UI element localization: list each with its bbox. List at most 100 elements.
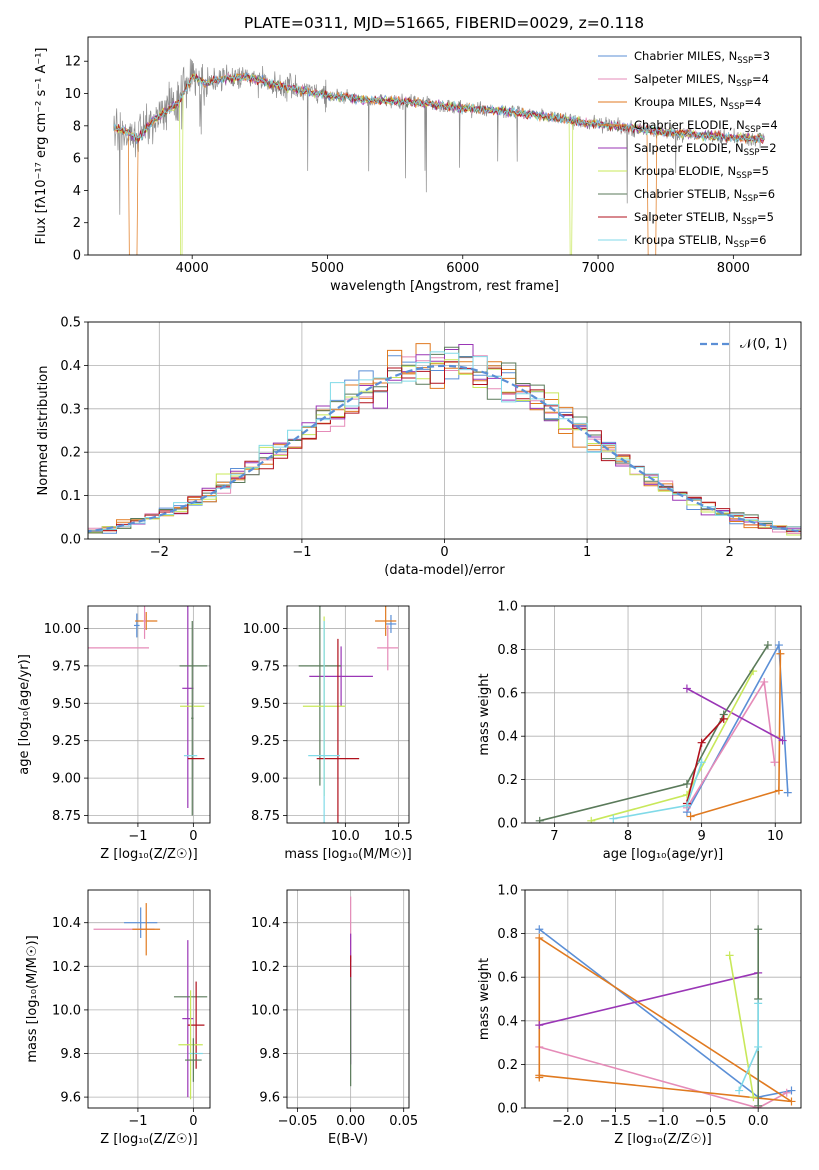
legend-subscript: SSP xyxy=(744,148,760,158)
legend-value: =4 xyxy=(752,72,769,86)
mass-weight-point xyxy=(774,641,783,650)
y-tick-label: 10.0 xyxy=(52,1003,81,1018)
mass-weight-point xyxy=(735,1086,744,1095)
x-tick-label: 1 xyxy=(583,545,591,560)
x-tick-label: 2 xyxy=(726,545,734,560)
x-tick-label: 7 xyxy=(550,829,558,844)
y-tick-label: 9.25 xyxy=(251,734,280,749)
spectrum-lines xyxy=(113,58,765,255)
y-tick-label: 0.4 xyxy=(497,730,518,745)
mass-weight-line xyxy=(538,936,792,1103)
x-tick-label: 6000 xyxy=(446,261,479,276)
y-tick-label: 9.6 xyxy=(259,1091,280,1106)
y-tick-label: 0.0 xyxy=(497,1102,518,1117)
legend-label: Chabrier MILES, NSSP=3 xyxy=(634,49,770,66)
legend-subscript: SSP xyxy=(729,102,745,112)
mass-weight-line xyxy=(728,955,755,1098)
mass-vs-ebv-panel: −0.05 0.00 0.05 9.6 9.8 10.0 10.2 10.4 E(B-V) xyxy=(251,889,418,1147)
legend-label: Salpeter MILES, NSSP=4 xyxy=(634,72,769,89)
mass-weight-point xyxy=(776,649,785,658)
mass-weight-point xyxy=(697,758,706,767)
error-bars xyxy=(298,606,399,823)
mass-weight-vs-age-panel: 7 8 9 10 0.0 0.2 0.4 0.6 0.8 1.0 age [log₁₀(age/yr… xyxy=(477,600,802,862)
x-axis-label: (data-model)/error xyxy=(384,563,505,578)
model-spectrum-line xyxy=(113,73,765,145)
axes-frame xyxy=(87,36,802,256)
mass-weight-point xyxy=(754,999,763,1008)
y-axis-label: mass [log₁₀(M/M☉)] xyxy=(25,935,40,1062)
y-tick-label: 8.75 xyxy=(52,809,81,824)
legend-subscript: SSP xyxy=(742,194,758,204)
x-tick-label: −0.5 xyxy=(695,1114,727,1129)
mass-weight-point xyxy=(770,758,779,767)
mass-weight-point xyxy=(725,951,734,960)
mass-weight-point xyxy=(749,1093,758,1102)
legend-label: Salpeter STELIB, NSSP=5 xyxy=(634,210,774,227)
mass-weight-line xyxy=(539,644,769,822)
error-bars xyxy=(88,606,208,816)
y-tick-label: 0 xyxy=(73,249,81,264)
y-tick-label: 0.3 xyxy=(60,402,81,417)
legend-subscript: SSP xyxy=(736,171,752,181)
mass-weight-point xyxy=(587,816,596,823)
legend-label: Chabrier STELIB, NSSP=6 xyxy=(634,187,775,204)
y-tick-label: 0.6 xyxy=(497,971,518,986)
x-tick-label: −0.05 xyxy=(278,1114,318,1129)
x-tick-label: 0.00 xyxy=(336,1114,365,1129)
y-tick-label: 9.8 xyxy=(60,1047,81,1062)
x-axis-label: mass [log₁₀(M/M☉)] xyxy=(284,847,411,862)
x-tick-label: 8 xyxy=(624,829,632,844)
mass-weight-point xyxy=(682,779,691,788)
legend-subscript: SSP xyxy=(737,56,753,66)
mass-weight-line xyxy=(590,670,754,822)
axes-frame xyxy=(87,321,802,540)
y-tick-label: 9.50 xyxy=(251,697,280,712)
age-vs-mass-panel: 10.0 10.5 8.75 9.00 9.25 9.50 9.75 10.00 mass [l… xyxy=(243,605,413,862)
y-tick-label: 9.8 xyxy=(259,1047,280,1062)
mass-weight-point xyxy=(783,788,792,797)
y-tick-label: 9.6 xyxy=(60,1091,81,1106)
axes-frame xyxy=(87,605,211,824)
mass-weight-point xyxy=(778,736,787,745)
mass-weight-line xyxy=(539,1046,788,1108)
axes-frame xyxy=(524,605,802,824)
mass-weight-point xyxy=(535,1021,544,1030)
error-bars xyxy=(93,903,208,1100)
y-axis-label: Flux [fλ10⁻¹⁷ erg cm⁻² s⁻¹ A⁻¹] xyxy=(34,48,49,245)
y-tick-label: 0.8 xyxy=(497,643,518,658)
x-tick-label: 5000 xyxy=(311,261,344,276)
mass-weight-vs-metallicity-panel: −2.0 −1.5 −1.0 −0.5 0.0 0.0 0.2 0.4 0.6 0.8 1.0 Z [… xyxy=(477,884,802,1147)
histogram-lines xyxy=(88,343,801,538)
y-tick-label: 6 xyxy=(73,152,81,167)
y-tick-label: 10.00 xyxy=(44,622,81,637)
x-tick-label: 0 xyxy=(189,829,197,844)
mass-weight-line xyxy=(690,653,782,818)
y-tick-label: 0.0 xyxy=(497,817,518,832)
weight-lines xyxy=(535,925,796,1108)
x-tick-label: 0 xyxy=(189,1114,197,1129)
y-tick-label: 0.2 xyxy=(497,773,518,788)
legend-label: Kroupa ELODIE, NSSP=5 xyxy=(634,164,769,181)
x-tick-label: 0 xyxy=(440,545,448,560)
y-tick-label: 0.2 xyxy=(497,1058,518,1073)
legend-label: 𝒩(0, 1) xyxy=(740,337,787,352)
y-tick-label: 1.0 xyxy=(497,600,518,615)
y-tick-label: 10.4 xyxy=(251,916,280,931)
y-tick-label: 8 xyxy=(73,119,81,134)
y-axis-label: age [log₁₀(age/yr)] xyxy=(17,654,32,775)
x-tick-label: −2.0 xyxy=(552,1114,584,1129)
legend-subscript: SSP xyxy=(734,240,750,250)
mass-weight-point xyxy=(686,812,695,821)
axes-frame xyxy=(87,889,211,1109)
mass-weight-point xyxy=(754,1101,763,1108)
mass-weight-point xyxy=(754,1042,763,1051)
spectrum-panel: 4000 5000 6000 7000 8000 0 2 4 6 8 10 12 wavelength … xyxy=(34,36,802,294)
mass-weight-line xyxy=(538,928,792,1098)
y-tick-label: 0.4 xyxy=(60,359,81,374)
y-tick-label: 0.8 xyxy=(497,927,518,942)
x-tick-label: 10 xyxy=(767,829,784,844)
x-tick-label: −1.0 xyxy=(647,1114,679,1129)
y-tick-label: 9.75 xyxy=(52,659,81,674)
y-axis-label: mass weight xyxy=(477,673,492,755)
legend-subscript: SSP xyxy=(745,125,761,135)
